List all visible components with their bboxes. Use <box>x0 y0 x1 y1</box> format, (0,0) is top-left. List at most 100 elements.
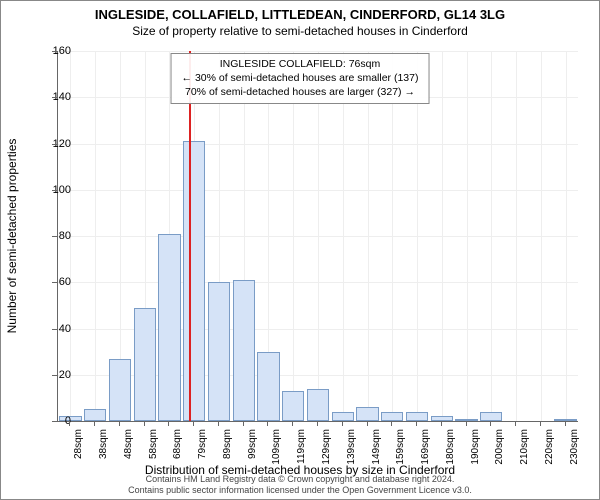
x-tick-label: 99sqm <box>247 429 258 459</box>
grid-line-v <box>442 51 443 421</box>
histogram-bar <box>233 280 255 421</box>
footer-line-1: Contains HM Land Registry data © Crown c… <box>1 474 599 485</box>
x-tick-label: 190sqm <box>470 429 481 465</box>
x-tick <box>515 421 516 426</box>
x-tick <box>292 421 293 426</box>
y-tick-label: 20 <box>31 369 71 381</box>
y-tick-label: 80 <box>31 230 71 242</box>
x-tick-label: 119sqm <box>296 429 307 464</box>
grid-line-v <box>566 51 567 421</box>
x-tick-label: 79sqm <box>197 429 208 459</box>
histogram-bar <box>455 419 477 421</box>
grid-line-v <box>541 51 542 421</box>
grid-line-v <box>417 51 418 421</box>
y-axis-label: Number of semi-detached properties <box>5 139 19 334</box>
x-tick <box>540 421 541 426</box>
x-tick-label: 230sqm <box>569 429 580 465</box>
x-tick-label: 180sqm <box>445 429 456 465</box>
histogram-bar <box>480 412 502 421</box>
x-tick-label: 89sqm <box>222 429 233 459</box>
histogram-bar <box>84 409 106 421</box>
y-tick-label: 120 <box>31 138 71 150</box>
grid-line-v <box>467 51 468 421</box>
y-tick <box>52 144 57 145</box>
x-tick <box>342 421 343 426</box>
x-tick <box>490 421 491 426</box>
x-tick <box>243 421 244 426</box>
x-tick <box>193 421 194 426</box>
grid-line-v <box>293 51 294 421</box>
reference-line <box>189 51 191 421</box>
x-tick <box>119 421 120 426</box>
x-tick <box>267 421 268 426</box>
info-box: INGLESIDE COLLAFIELD: 76sqm ← 30% of sem… <box>171 53 430 104</box>
grid-line-v <box>392 51 393 421</box>
histogram-bar <box>109 359 131 421</box>
x-tick-label: 210sqm <box>519 429 530 465</box>
y-tick <box>52 375 57 376</box>
footer-line-2: Contains public sector information licen… <box>1 485 599 496</box>
x-tick <box>144 421 145 426</box>
x-tick-label: 28sqm <box>73 429 84 459</box>
y-tick-label: 160 <box>31 45 71 57</box>
grid-line-v <box>368 51 369 421</box>
y-tick <box>52 190 57 191</box>
x-tick-label: 149sqm <box>371 429 382 465</box>
histogram-bar <box>307 389 329 421</box>
y-tick-label: 0 <box>31 415 71 427</box>
x-tick <box>69 421 70 426</box>
plot-area <box>57 51 578 422</box>
grid-line-v <box>343 51 344 421</box>
chart-container: INGLESIDE, COLLAFIELD, LITTLEDEAN, CINDE… <box>0 0 600 500</box>
y-tick <box>52 97 57 98</box>
info-line-1: INGLESIDE COLLAFIELD: 76sqm <box>182 57 419 71</box>
x-tick <box>441 421 442 426</box>
grid-line-v <box>318 51 319 421</box>
x-tick <box>218 421 219 426</box>
x-tick-label: 68sqm <box>172 429 183 459</box>
footer-attribution: Contains HM Land Registry data © Crown c… <box>1 474 599 496</box>
x-tick <box>94 421 95 426</box>
y-tick <box>52 329 57 330</box>
x-tick-label: 48sqm <box>123 429 134 459</box>
x-tick <box>367 421 368 426</box>
histogram-bar <box>431 416 453 421</box>
x-tick-label: 200sqm <box>494 429 505 465</box>
y-tick-label: 40 <box>31 323 71 335</box>
histogram-bar <box>257 352 279 421</box>
x-tick-label: 159sqm <box>395 429 406 465</box>
histogram-bar <box>282 391 304 421</box>
y-tick-label: 100 <box>31 184 71 196</box>
info-line-2: ← 30% of semi-detached houses are smalle… <box>182 71 419 85</box>
grid-line-v <box>516 51 517 421</box>
x-tick-label: 220sqm <box>544 429 555 465</box>
x-tick <box>466 421 467 426</box>
x-tick <box>168 421 169 426</box>
y-tick <box>52 51 57 52</box>
histogram-bar <box>183 141 205 421</box>
y-tick <box>52 282 57 283</box>
grid-line-v <box>491 51 492 421</box>
histogram-bar <box>554 419 576 421</box>
histogram-bar <box>134 308 156 421</box>
histogram-bar <box>158 234 180 421</box>
histogram-bar <box>356 407 378 421</box>
x-tick-label: 58sqm <box>148 429 159 459</box>
x-tick <box>565 421 566 426</box>
x-tick <box>317 421 318 426</box>
grid-line-v <box>95 51 96 421</box>
y-tick <box>52 236 57 237</box>
chart-title-sub: Size of property relative to semi-detach… <box>1 24 599 38</box>
x-tick-label: 38sqm <box>98 429 109 459</box>
x-tick-label: 129sqm <box>321 429 332 465</box>
x-tick-label: 109sqm <box>271 429 282 465</box>
x-tick-label: 139sqm <box>346 429 357 465</box>
histogram-bar <box>332 412 354 421</box>
x-tick <box>416 421 417 426</box>
y-tick <box>52 421 57 422</box>
info-line-3: 70% of semi-detached houses are larger (… <box>182 85 419 99</box>
histogram-bar <box>406 412 428 421</box>
chart-title-main: INGLESIDE, COLLAFIELD, LITTLEDEAN, CINDE… <box>1 7 599 22</box>
y-tick-label: 60 <box>31 276 71 288</box>
y-tick-label: 140 <box>31 91 71 103</box>
